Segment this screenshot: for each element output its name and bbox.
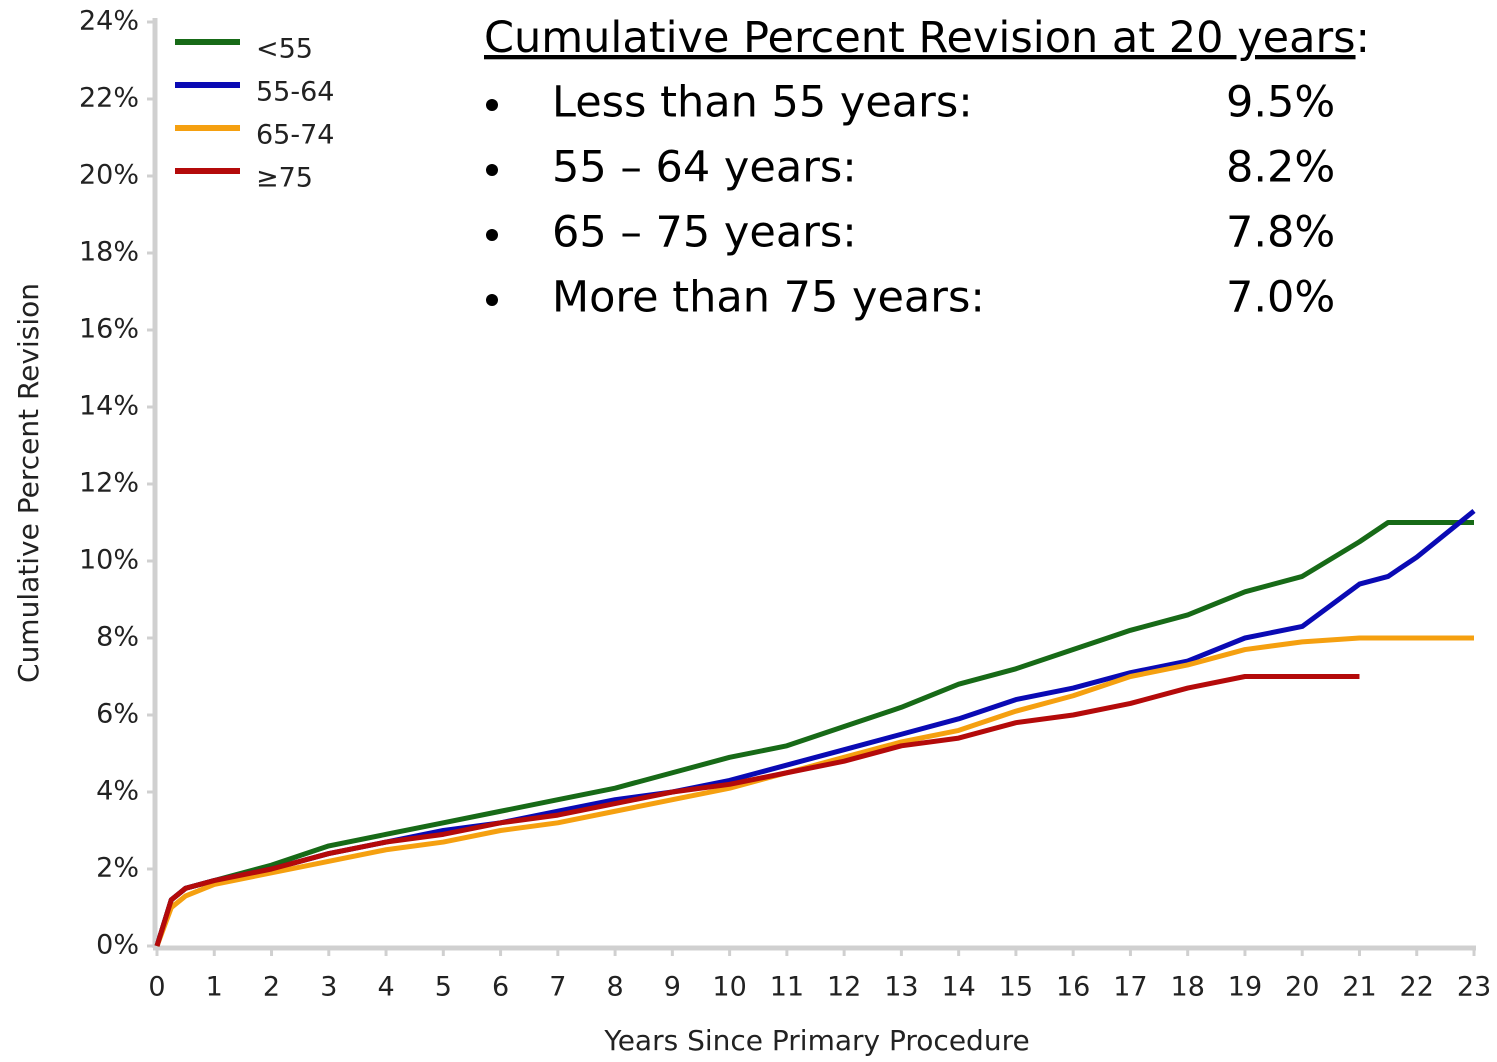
series-line <box>154 509 1476 947</box>
annotation-value: 8.2% <box>1226 143 1335 193</box>
annotation-label: More than 75 years: <box>552 273 985 323</box>
series-line <box>154 674 1360 947</box>
annotation-label: Less than 55 years: <box>552 78 973 128</box>
y-tick-label: 22% <box>79 83 139 114</box>
x-tick-label: 12 <box>827 972 861 1003</box>
legend-label: 65-74 <box>256 120 334 151</box>
y-tick-label: 14% <box>79 391 139 422</box>
series-line <box>154 520 1474 947</box>
legend-label: 55-64 <box>256 77 334 108</box>
y-tick-label: 20% <box>79 160 139 191</box>
y-tick-label: 2% <box>96 853 139 884</box>
y-tick-label: 0% <box>96 930 139 961</box>
y-tick-label: 6% <box>96 699 139 730</box>
legend-label: <55 <box>256 34 313 65</box>
x-tick-label: 6 <box>492 972 509 1003</box>
x-tick-label: 19 <box>1228 972 1262 1003</box>
bullet <box>486 164 498 176</box>
y-axis-label: Cumulative Percent Revision <box>12 283 45 683</box>
x-tick-label: 21 <box>1342 972 1376 1003</box>
x-tick-label: 7 <box>549 972 566 1003</box>
x-tick-label: 23 <box>1457 972 1491 1003</box>
x-tick-label: 10 <box>712 972 746 1003</box>
x-tick-label: 2 <box>263 972 280 1003</box>
annotation-value: 9.5% <box>1226 78 1335 128</box>
y-tick-label: 10% <box>79 545 139 576</box>
x-tick-label: 13 <box>884 972 918 1003</box>
y-tick-label: 12% <box>79 468 139 499</box>
x-tick-label: 16 <box>1056 972 1090 1003</box>
x-tick-label: 5 <box>435 972 452 1003</box>
x-tick-label: 0 <box>148 972 165 1003</box>
annotation-label: 65 – 75 years: <box>552 208 857 258</box>
x-tick-label: 4 <box>377 972 394 1003</box>
x-tick-label: 1 <box>206 972 223 1003</box>
x-tick-label: 15 <box>999 972 1033 1003</box>
annotation-title-text: Cumulative Percent Revision at 20 years <box>484 13 1356 63</box>
y-tick-label: 24% <box>79 6 139 37</box>
annotation-value: 7.8% <box>1226 208 1335 258</box>
y-tick-label: 16% <box>79 314 139 345</box>
x-axis-label: Years Since Primary Procedure <box>603 1024 1029 1057</box>
x-tick-label: 17 <box>1113 972 1147 1003</box>
x-tick-label: 22 <box>1400 972 1434 1003</box>
x-tick-label: 9 <box>664 972 681 1003</box>
y-tick-label: 4% <box>96 776 139 807</box>
legend-label: ≥75 <box>256 163 313 194</box>
x-tick-label: 14 <box>941 972 975 1003</box>
x-tick-label: 11 <box>770 972 804 1003</box>
annotation-title-suffix: : <box>1356 13 1371 63</box>
bullet <box>486 229 498 241</box>
x-tick-label: 18 <box>1171 972 1205 1003</box>
bullet <box>486 294 498 306</box>
annotation-label: 55 – 64 years: <box>552 143 857 193</box>
y-tick-label: 8% <box>96 622 139 653</box>
annotation-value: 7.0% <box>1226 273 1335 323</box>
series-line <box>154 635 1474 947</box>
bullet <box>486 99 498 111</box>
y-tick-label: 18% <box>79 237 139 268</box>
x-tick-label: 20 <box>1285 972 1319 1003</box>
x-tick-label: 3 <box>320 972 337 1003</box>
annotation-title: Cumulative Percent Revision at 20 years: <box>484 13 1370 63</box>
x-tick-label: 8 <box>606 972 623 1003</box>
